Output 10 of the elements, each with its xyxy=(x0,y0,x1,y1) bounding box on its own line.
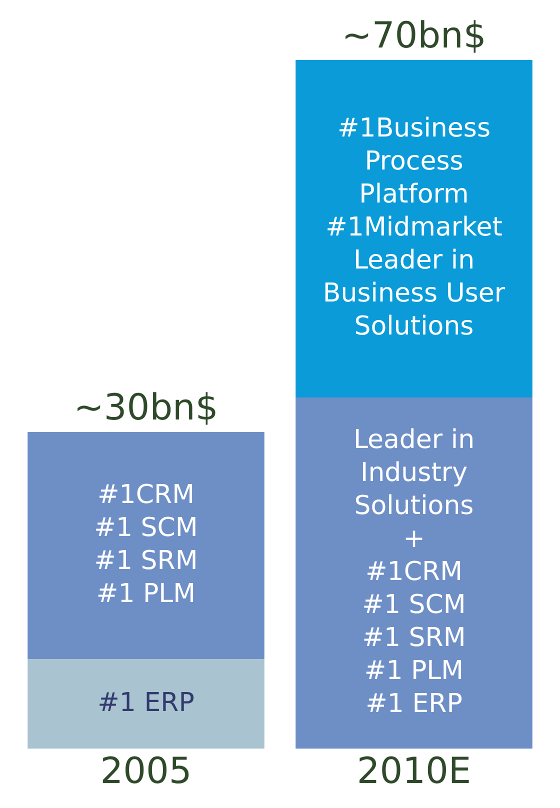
annotation: #1 ERP xyxy=(98,688,194,718)
bar xyxy=(28,659,264,749)
annotation: ~30bn$ xyxy=(74,387,218,428)
annotation: #1CRM #1 SCM #1 SRM #1 PLM xyxy=(94,480,198,609)
bar xyxy=(296,60,532,398)
x-tick-label: 2010E xyxy=(356,750,472,792)
annotation: #1Business Process Platform #1Midmarket Leader in Business User Solutions xyxy=(322,114,506,342)
x-tick-label: 2005 xyxy=(100,750,192,792)
text: ~70bn$ xyxy=(342,15,486,56)
text: Leader in Industry Solutions + #1CRM #1 SCM #1 SRM #1 PLM #1 ERP xyxy=(353,424,475,719)
